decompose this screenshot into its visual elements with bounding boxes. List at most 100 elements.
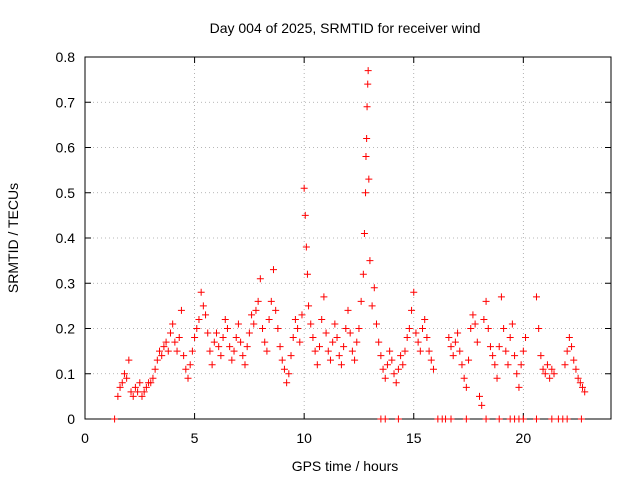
data-point xyxy=(188,347,196,355)
data-point xyxy=(267,297,275,305)
data-point xyxy=(447,415,455,423)
data-point xyxy=(230,347,238,355)
data-point xyxy=(182,365,190,373)
data-point xyxy=(285,370,293,378)
data-point xyxy=(210,338,218,346)
data-point xyxy=(576,379,584,387)
data-point xyxy=(366,257,374,265)
data-point xyxy=(546,374,554,382)
data-point xyxy=(467,325,475,332)
data-point xyxy=(202,311,210,319)
data-point xyxy=(274,325,282,332)
data-point xyxy=(171,338,179,346)
data-point xyxy=(180,352,188,360)
data-point xyxy=(489,352,497,360)
axis-ticks: 0 0.1 0.2 0.3 0.4 0.5 0.6 0.7 0.8 0 5 10 15 20 xyxy=(56,49,611,446)
y-tick-label: 0.5 xyxy=(56,185,76,201)
x-tick-label: 0 xyxy=(81,430,89,446)
data-point xyxy=(506,334,514,342)
data-point xyxy=(493,374,501,382)
data-point xyxy=(114,392,122,400)
data-point xyxy=(340,343,348,351)
data-point xyxy=(465,356,473,364)
data-point xyxy=(408,306,416,314)
data-point xyxy=(175,334,183,342)
data-point xyxy=(355,325,363,332)
data-point xyxy=(166,329,174,337)
data-point xyxy=(213,329,220,337)
data-point xyxy=(320,293,328,301)
data-point xyxy=(471,320,479,328)
data-point xyxy=(291,315,299,323)
data-point xyxy=(342,325,350,332)
data-point xyxy=(362,153,370,161)
data-point xyxy=(265,315,273,323)
data-point xyxy=(535,325,543,332)
data-point xyxy=(129,392,137,400)
data-point xyxy=(401,347,409,355)
data-point xyxy=(298,311,306,319)
data-point xyxy=(197,288,205,296)
data-point xyxy=(480,315,488,323)
data-point xyxy=(449,352,457,360)
data-point xyxy=(245,329,253,337)
y-tick-label: 0.6 xyxy=(56,140,76,156)
data-point xyxy=(476,392,483,400)
data-point xyxy=(570,356,578,364)
data-point xyxy=(497,293,505,301)
data-point xyxy=(283,379,291,387)
data-point xyxy=(259,325,267,332)
data-point xyxy=(309,334,317,342)
data-point xyxy=(303,270,311,278)
data-point xyxy=(195,315,203,323)
plot-frame xyxy=(84,56,612,420)
data-point xyxy=(239,352,247,360)
data-point xyxy=(287,352,295,360)
data-point xyxy=(462,383,470,391)
data-point xyxy=(504,361,512,369)
data-point xyxy=(574,374,582,382)
data-point xyxy=(419,325,427,332)
data-point xyxy=(399,361,407,369)
data-point xyxy=(206,347,214,355)
data-point xyxy=(362,189,370,197)
data-point xyxy=(579,383,587,391)
data-point xyxy=(390,370,398,378)
data-point xyxy=(513,370,521,378)
data-point xyxy=(333,334,341,342)
data-point xyxy=(184,374,192,382)
data-point xyxy=(381,374,389,382)
data-point xyxy=(572,365,580,373)
data-point xyxy=(243,343,251,351)
data-point xyxy=(153,356,161,364)
data-point xyxy=(421,315,429,323)
data-point xyxy=(375,338,383,346)
data-point xyxy=(228,356,236,364)
data-point xyxy=(191,334,199,342)
data-point xyxy=(149,374,157,382)
data-point xyxy=(193,325,201,332)
data-point xyxy=(248,311,256,319)
data-point xyxy=(223,325,231,332)
data-point xyxy=(116,383,124,391)
data-point xyxy=(351,356,359,364)
data-point xyxy=(353,338,361,346)
data-point xyxy=(427,356,435,364)
data-point xyxy=(140,388,148,396)
data-point xyxy=(458,361,466,369)
data-point xyxy=(278,356,286,364)
data-point xyxy=(261,338,269,346)
grid-lines xyxy=(85,57,611,419)
data-point xyxy=(300,184,308,192)
data-point xyxy=(388,356,396,364)
data-point xyxy=(324,347,332,355)
data-point xyxy=(360,229,368,237)
data-point xyxy=(120,370,128,378)
data-point xyxy=(495,343,503,351)
data-point xyxy=(379,365,387,373)
data-point xyxy=(302,243,310,251)
data-point xyxy=(359,270,367,278)
data-point xyxy=(568,343,576,351)
data-point xyxy=(365,175,373,183)
